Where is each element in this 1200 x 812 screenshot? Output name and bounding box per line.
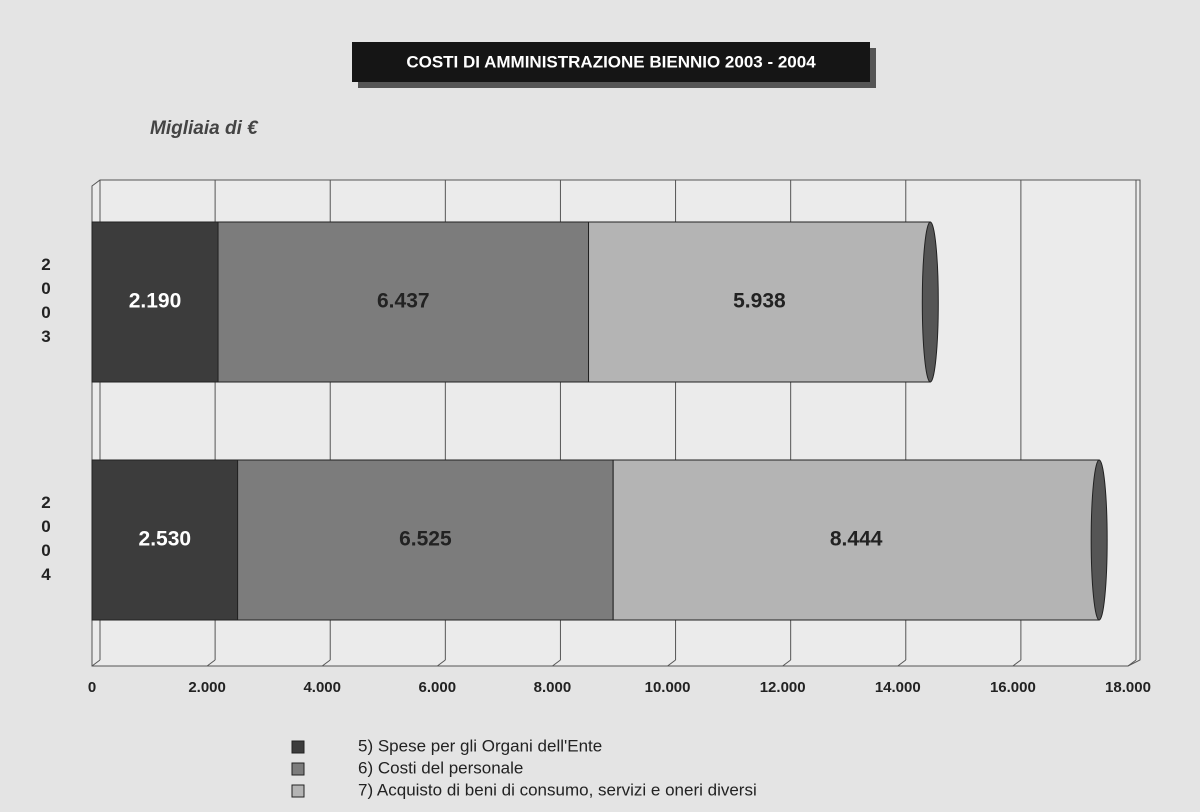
x-tick [206, 659, 216, 667]
x-tick [897, 659, 907, 667]
bar-cap [921, 221, 939, 383]
x-tick-label: 14.000 [875, 679, 921, 696]
x-tick [1012, 659, 1022, 667]
x-tick-label: 12.000 [760, 679, 806, 696]
bar-segment [588, 221, 931, 383]
x-tick-label: 2.000 [188, 679, 226, 696]
legend-label: 5) Spese per gli Organi dell'Ente [358, 736, 602, 755]
x-tick [667, 659, 676, 667]
title-box [352, 42, 870, 82]
value-label: 2.190 [129, 290, 182, 313]
legend-swatch [291, 740, 305, 754]
unit-label: Migliaia di € [150, 118, 259, 139]
x-tick [1127, 659, 1137, 667]
x-tick [91, 659, 101, 667]
x-tick-label: 0 [88, 679, 96, 696]
x-tick-label: 10.000 [645, 679, 691, 696]
value-label: 6.437 [377, 290, 430, 313]
x-tick [782, 659, 791, 667]
legend-swatch [291, 762, 305, 776]
bar-segment [612, 459, 1100, 621]
value-label: 5.938 [733, 290, 786, 313]
x-tick-label: 4.000 [303, 679, 341, 696]
bar-cap [1090, 459, 1108, 621]
bar-segment [237, 459, 614, 621]
legend-label: 7) Acquisto di beni di consumo, servizi … [358, 780, 757, 799]
x-tick [437, 659, 446, 667]
chart-title: COSTI DI AMMINISTRAZIONE BIENNIO 2003 - … [406, 52, 816, 71]
x-tick-label: 8.000 [534, 679, 572, 696]
x-tick [552, 659, 561, 667]
legend-label: 6) Costi del personale [358, 758, 523, 777]
x-tick [321, 659, 331, 667]
value-label: 8.444 [830, 528, 883, 551]
x-tick-label: 16.000 [990, 679, 1036, 696]
x-tick-label: 6.000 [419, 679, 457, 696]
bar-segment [217, 221, 590, 383]
value-label: 6.525 [399, 528, 452, 551]
bar-segment [91, 459, 239, 621]
bar-segment [91, 221, 219, 383]
x-tick-label: 18.000 [1105, 679, 1151, 696]
legend-swatch [291, 784, 305, 798]
value-label: 2.530 [139, 528, 192, 551]
